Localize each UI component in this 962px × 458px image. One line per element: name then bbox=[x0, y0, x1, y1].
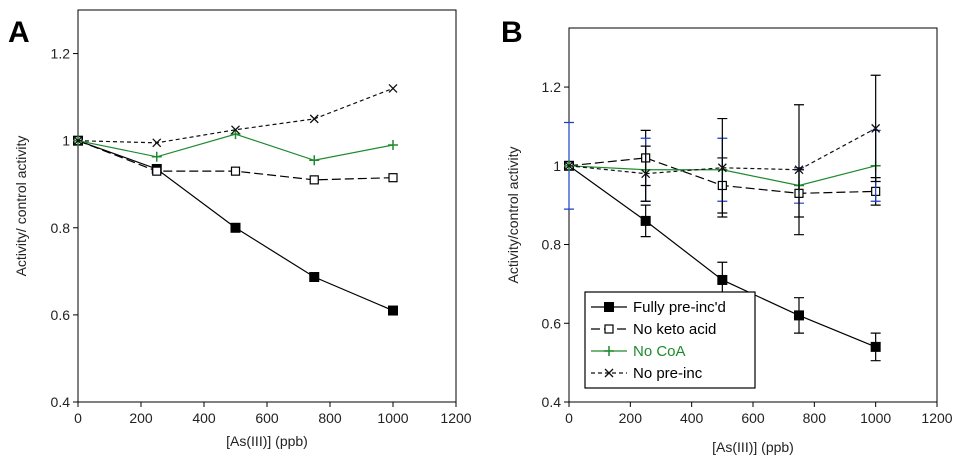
data-point-nocoa bbox=[151, 151, 162, 162]
legend-label: Fully pre-inc'd bbox=[633, 299, 726, 316]
y-tick-label: 0.8 bbox=[51, 220, 71, 236]
x-tick-label: 400 bbox=[680, 410, 704, 426]
legend-marker bbox=[604, 346, 614, 356]
series-nocoa bbox=[73, 129, 398, 166]
panel-b-y-label: Activity/control activity bbox=[505, 147, 521, 284]
panel-a-plot-area bbox=[77, 9, 457, 403]
y-tick-label: 1 bbox=[553, 158, 561, 174]
data-point-fully bbox=[870, 341, 881, 352]
data-point-fully bbox=[794, 310, 804, 321]
legend-label: No pre-inc bbox=[633, 365, 703, 382]
legend-entry-nopreinc: No pre-inc bbox=[591, 365, 703, 382]
series-line-nopreinc bbox=[77, 87, 394, 144]
panel-b-x-label: [As(III)] (ppb) bbox=[712, 439, 794, 455]
panel-b-ticks: 0 200 400 600 800 1000 1200 0.4 0.6 0.8 1 1.2 bbox=[542, 79, 953, 426]
data-point-nopreinc bbox=[717, 163, 727, 173]
legend-marker bbox=[604, 324, 614, 334]
series-line-nopreinc bbox=[568, 127, 876, 175]
data-point-nopreinc bbox=[641, 169, 651, 179]
panel-b-series bbox=[564, 74, 881, 362]
legend-marker bbox=[604, 302, 614, 312]
y-tick-label: 1.2 bbox=[51, 46, 71, 62]
data-point-nopreinc bbox=[152, 138, 162, 148]
x-tick-label: 0 bbox=[565, 410, 573, 426]
panel-a: A 0 200 400 600 800 1000 1200 0.4 0.6 0.8 1 1.2 [As… bbox=[8, 9, 472, 449]
panel-b: B 0 200 400 600 800 1000 1200 0.4 0.6 0.8 1 1.2 Ful… bbox=[501, 16, 953, 455]
data-point-noketo bbox=[309, 175, 319, 185]
panel-b-legend: Fully pre-inc'd No keto acid No CoA No pre-… bbox=[584, 291, 756, 389]
legend-entry-noketo: No keto acid bbox=[591, 321, 716, 338]
series-nopreinc bbox=[564, 74, 881, 236]
panel-a-x-label: [As(III)] (ppb) bbox=[226, 433, 308, 449]
y-tick-label: 1 bbox=[62, 133, 70, 149]
panel-b-letter: B bbox=[501, 16, 523, 49]
x-tick-label: 0 bbox=[74, 410, 82, 426]
series-noketo bbox=[73, 136, 398, 185]
legend-marker bbox=[604, 368, 614, 378]
legend-label: No keto acid bbox=[633, 321, 716, 338]
data-point-nopreinc bbox=[564, 161, 574, 171]
legend-entry-fully: Fully pre-inc'd bbox=[591, 299, 726, 316]
y-tick-label: 1.2 bbox=[542, 79, 562, 95]
x-tick-label: 200 bbox=[129, 410, 153, 426]
series-fully bbox=[73, 135, 398, 316]
data-point-noketo bbox=[152, 166, 162, 176]
data-point-nocoa bbox=[309, 155, 320, 166]
data-point-nopreinc bbox=[231, 125, 240, 135]
data-point-nopreinc bbox=[794, 165, 804, 175]
x-tick-label: 200 bbox=[619, 410, 643, 426]
data-point-noketo bbox=[388, 173, 398, 183]
data-point-nopreinc bbox=[73, 136, 83, 146]
x-tick-label: 600 bbox=[255, 410, 279, 426]
panel-a-ticks: 0 200 400 600 800 1000 1200 0.4 0.6 0.8 1 1.2 bbox=[51, 46, 472, 426]
y-tick-label: 0.8 bbox=[542, 237, 562, 253]
x-tick-label: 400 bbox=[192, 410, 216, 426]
y-tick-label: 0.6 bbox=[542, 315, 562, 331]
x-tick-label: 600 bbox=[741, 410, 765, 426]
y-tick-label: 0.6 bbox=[51, 307, 71, 323]
x-tick-label: 1200 bbox=[921, 410, 952, 426]
x-tick-label: 1000 bbox=[860, 410, 891, 426]
x-tick-label: 1000 bbox=[377, 410, 408, 426]
data-point-nocoa bbox=[388, 140, 398, 151]
data-point-nopreinc bbox=[871, 123, 881, 133]
legend-entry-nocoa: No CoA bbox=[591, 343, 686, 360]
data-point-nopreinc bbox=[309, 114, 319, 124]
data-point-fully bbox=[640, 215, 651, 226]
y-tick-label: 0.4 bbox=[542, 394, 562, 410]
x-tick-label: 800 bbox=[318, 410, 342, 426]
data-point-fully bbox=[717, 274, 728, 285]
data-point-fully bbox=[388, 305, 398, 316]
data-point-nocoa bbox=[230, 129, 241, 140]
data-point-nopreinc bbox=[388, 83, 398, 93]
data-point-noketo bbox=[230, 166, 241, 176]
series-nopreinc bbox=[73, 83, 398, 148]
panel-a-y-label: Activity/ control activity bbox=[13, 136, 29, 277]
x-tick-label: 1200 bbox=[440, 410, 471, 426]
y-tick-label: 0.4 bbox=[51, 394, 71, 410]
panel-a-series bbox=[73, 83, 398, 316]
data-point-fully bbox=[309, 271, 320, 282]
panel-a-letter: A bbox=[8, 16, 30, 49]
x-tick-label: 800 bbox=[803, 410, 827, 426]
data-point-fully bbox=[230, 222, 241, 233]
legend-label: No CoA bbox=[633, 343, 686, 360]
